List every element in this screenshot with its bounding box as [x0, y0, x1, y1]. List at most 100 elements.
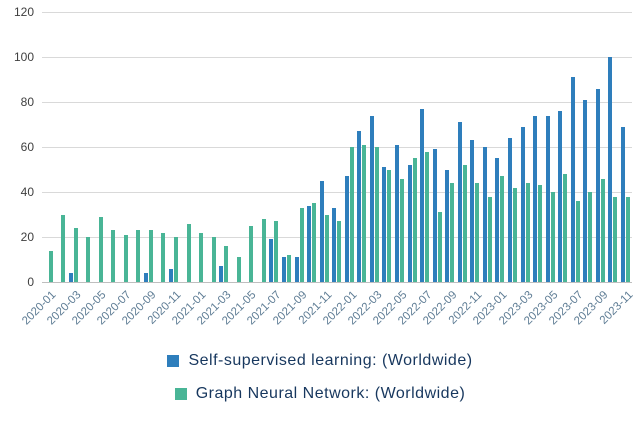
bar-graph-neural-network: [475, 183, 480, 282]
bar-graph-neural-network: [299, 207, 304, 282]
bar-graph-neural-network: [337, 221, 342, 282]
bar-self-supervised-learning: [620, 126, 625, 282]
bar-graph-neural-network: [236, 257, 241, 282]
bar-graph-neural-network: [199, 232, 204, 282]
bar-graph-neural-network: [500, 176, 505, 282]
bar-self-supervised-learning: [595, 88, 600, 282]
bar-graph-neural-network: [538, 185, 543, 282]
bar-self-supervised-learning: [307, 205, 312, 282]
bar-self-supervised-learning: [294, 257, 299, 282]
gridline: [42, 237, 632, 238]
bar-graph-neural-network: [136, 230, 141, 282]
bar-self-supervised-learning: [319, 180, 324, 282]
bar-graph-neural-network: [349, 147, 354, 282]
bar-self-supervised-learning: [143, 273, 148, 282]
gridline: [42, 147, 632, 148]
bar-self-supervised-learning: [495, 158, 500, 282]
bar-graph-neural-network: [462, 165, 467, 282]
y-axis-tick-label: 120: [13, 5, 34, 19]
bar-graph-neural-network: [550, 192, 555, 282]
legend-item-self-supervised-learning: Self-supervised learning: (Worldwide): [167, 352, 472, 370]
bar-self-supervised-learning: [457, 122, 462, 282]
y-axis-tick-label: 20: [20, 230, 34, 244]
bar-graph-neural-network: [588, 192, 593, 282]
bar-self-supervised-learning: [583, 99, 588, 282]
bar-graph-neural-network: [73, 228, 78, 282]
x-axis-line: [42, 282, 632, 283]
bar-self-supervised-learning: [169, 268, 174, 282]
bar-self-supervised-learning: [407, 165, 412, 282]
legend-swatch-green-icon: [174, 388, 187, 400]
bar-graph-neural-network: [387, 169, 392, 282]
bar-graph-neural-network: [48, 250, 53, 282]
bar-graph-neural-network: [324, 214, 329, 282]
legend-label-self-supervised-learning: Self-supervised learning: (Worldwide): [188, 352, 473, 369]
bar-self-supervised-learning: [68, 273, 73, 282]
bar-graph-neural-network: [575, 201, 580, 282]
bar-graph-neural-network: [161, 232, 166, 282]
bar-self-supervised-learning: [558, 111, 563, 282]
bar-graph-neural-network: [261, 219, 266, 282]
bar-graph-neural-network: [625, 196, 630, 282]
bar-self-supervised-learning: [520, 126, 525, 282]
bar-graph-neural-network: [437, 212, 442, 282]
bar-graph-neural-network: [512, 187, 517, 282]
bar-graph-neural-network: [274, 221, 279, 282]
bar-graph-neural-network: [148, 230, 153, 282]
y-axis-tick-label: 100: [13, 50, 34, 64]
gridline: [42, 192, 632, 193]
bar-graph-neural-network: [287, 255, 292, 282]
legend: Self-supervised learning: (Worldwide) Gr…: [0, 352, 640, 403]
bar-graph-neural-network: [186, 223, 191, 282]
gridline: [42, 57, 632, 58]
y-axis-tick-label: 60: [20, 140, 34, 154]
bar-graph-neural-network: [525, 183, 530, 282]
bar-self-supervised-learning: [470, 140, 475, 282]
bar-self-supervised-learning: [432, 149, 437, 282]
bar-self-supervised-learning: [482, 147, 487, 282]
bar-graph-neural-network: [362, 144, 367, 282]
bar-graph-neural-network: [425, 151, 430, 282]
bar-graph-neural-network: [312, 203, 317, 282]
y-axis-tick-label: 80: [20, 95, 34, 109]
bar-self-supervised-learning: [282, 257, 287, 282]
bar-graph-neural-network: [374, 147, 379, 282]
plot-area: 0 20 40 60 80 100 120 2020-01 2020-03 2020-05 2020…: [13, 5, 635, 327]
bar-graph-neural-network: [563, 174, 568, 282]
bar-self-supervised-learning: [533, 115, 538, 282]
gridline: [42, 12, 632, 13]
bar-self-supervised-learning: [507, 138, 512, 282]
bar-graph-neural-network: [249, 225, 254, 282]
bar-self-supervised-learning: [608, 57, 613, 282]
gridline: [42, 102, 632, 103]
bar-self-supervised-learning: [420, 108, 425, 282]
bar-graph-neural-network: [600, 178, 605, 282]
bar-self-supervised-learning: [332, 207, 337, 282]
bar-self-supervised-learning: [394, 144, 399, 282]
legend-swatch-blue-icon: [167, 355, 180, 367]
legend-item-graph-neural-network: Graph Neural Network: (Worldwide): [174, 385, 466, 403]
bar-graph-neural-network: [123, 234, 128, 282]
bar-self-supervised-learning: [445, 169, 450, 282]
bar-self-supervised-learning: [219, 266, 224, 282]
bar-graph-neural-network: [98, 216, 103, 282]
bar-graph-neural-network: [174, 237, 179, 282]
bar-self-supervised-learning: [357, 131, 362, 282]
bar-graph-neural-network: [412, 158, 417, 282]
bar-graph-neural-network: [399, 178, 404, 282]
legend-label-graph-neural-network: Graph Neural Network: (Worldwide): [195, 385, 466, 402]
bar-self-supervised-learning: [369, 115, 374, 282]
bar-graph-neural-network: [487, 196, 492, 282]
bar-self-supervised-learning: [269, 239, 274, 282]
bar-graph-neural-network: [111, 230, 116, 282]
bar-graph-neural-network: [224, 246, 229, 282]
bar-graph-neural-network: [613, 196, 618, 282]
y-axis-tick-label: 0: [27, 275, 34, 289]
bar-graph-neural-network: [211, 237, 216, 282]
bar-graph-neural-network: [450, 183, 455, 282]
bar-self-supervised-learning: [570, 77, 575, 282]
bar-graph-neural-network: [61, 214, 66, 282]
y-axis-tick-label: 40: [20, 185, 34, 199]
bar-self-supervised-learning: [344, 176, 349, 282]
